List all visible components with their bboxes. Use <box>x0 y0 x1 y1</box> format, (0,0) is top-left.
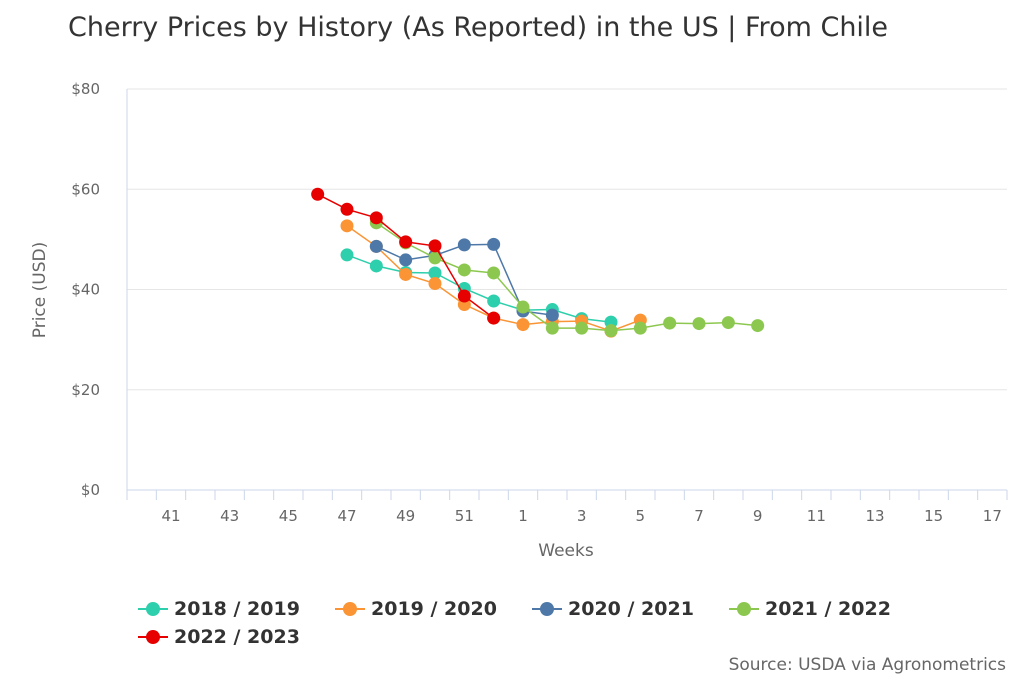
x-tick-label: 17 <box>983 507 1002 525</box>
y-tick-label: $20 <box>71 381 100 399</box>
data-point[interactable] <box>399 253 413 267</box>
x-tick-label: 43 <box>220 507 239 525</box>
series-4 <box>311 187 501 325</box>
grid-lines <box>127 88 1007 391</box>
data-point[interactable] <box>487 237 501 251</box>
data-point[interactable] <box>428 239 442 253</box>
x-tick-label: 13 <box>865 507 884 525</box>
legend-item[interactable]: 2021 / 2022 <box>729 598 891 620</box>
data-point[interactable] <box>721 316 735 330</box>
data-point[interactable] <box>428 276 442 290</box>
series-0 <box>340 248 618 329</box>
x-tick-label: 47 <box>337 507 356 525</box>
y-tick-label: $40 <box>71 281 100 299</box>
x-tick-label: 45 <box>279 507 298 525</box>
y-tick-label: $80 <box>71 80 100 98</box>
data-point[interactable] <box>399 267 413 281</box>
legend-marker-icon <box>138 630 168 644</box>
data-point[interactable] <box>692 317 706 331</box>
x-tick-label: 3 <box>577 507 587 525</box>
chart-title: Cherry Prices by History (As Reported) i… <box>68 12 889 43</box>
data-point[interactable] <box>487 294 501 308</box>
legend-label: 2022 / 2023 <box>174 626 300 648</box>
data-point[interactable] <box>457 263 471 277</box>
y-axis-title: Price (USD) <box>30 242 50 338</box>
data-point[interactable] <box>545 321 559 335</box>
series-3 <box>369 216 765 338</box>
legend-label: 2019 / 2020 <box>371 598 497 620</box>
legend-label: 2021 / 2022 <box>765 598 891 620</box>
legend-item[interactable]: 2019 / 2020 <box>335 598 497 620</box>
legend-label: 2018 / 2019 <box>174 598 300 620</box>
data-point[interactable] <box>545 308 559 322</box>
data-point[interactable] <box>487 266 501 280</box>
data-point[interactable] <box>428 251 442 265</box>
data-point[interactable] <box>340 248 354 262</box>
data-point[interactable] <box>399 235 413 249</box>
y-tick-label: $60 <box>71 180 100 198</box>
data-point[interactable] <box>604 324 618 338</box>
x-tick-label: 5 <box>636 507 646 525</box>
data-point[interactable] <box>633 321 647 335</box>
x-tick-label: 7 <box>694 507 704 525</box>
data-point[interactable] <box>751 319 765 333</box>
data-point[interactable] <box>487 311 501 325</box>
data-point[interactable] <box>663 316 677 330</box>
data-point[interactable] <box>516 300 530 314</box>
x-tick-label: 15 <box>924 507 943 525</box>
x-tick-label: 9 <box>753 507 763 525</box>
data-point[interactable] <box>428 266 442 280</box>
data-point[interactable] <box>340 219 354 233</box>
source-credit: Source: USDA via Agronometrics <box>728 655 1006 675</box>
data-point[interactable] <box>516 318 530 332</box>
data-point[interactable] <box>369 239 383 253</box>
x-tick-label: 49 <box>396 507 415 525</box>
x-tick-label: 1 <box>518 507 528 525</box>
x-tick-label: 11 <box>807 507 826 525</box>
x-tick-label: 41 <box>161 507 180 525</box>
legend-marker-icon <box>335 602 365 616</box>
legend-marker-icon <box>729 602 759 616</box>
legend-marker-icon <box>532 602 562 616</box>
legend-item[interactable]: 2022 / 2023 <box>138 626 300 648</box>
x-axis-title: Weeks <box>538 541 594 561</box>
data-point[interactable] <box>311 187 325 201</box>
data-point[interactable] <box>457 238 471 252</box>
series-group <box>311 187 765 338</box>
data-point[interactable] <box>457 289 471 303</box>
y-tick-label: $0 <box>81 481 100 499</box>
x-tick-label: 51 <box>455 507 474 525</box>
legend-item[interactable]: 2020 / 2021 <box>532 598 694 620</box>
series-line <box>346 254 612 323</box>
data-point[interactable] <box>369 211 383 225</box>
data-point[interactable] <box>369 259 383 273</box>
legend-item[interactable]: 2018 / 2019 <box>138 598 300 620</box>
legend-marker-icon <box>138 602 168 616</box>
legend-label: 2020 / 2021 <box>568 598 694 620</box>
data-point[interactable] <box>575 321 589 335</box>
data-point[interactable] <box>340 202 354 216</box>
